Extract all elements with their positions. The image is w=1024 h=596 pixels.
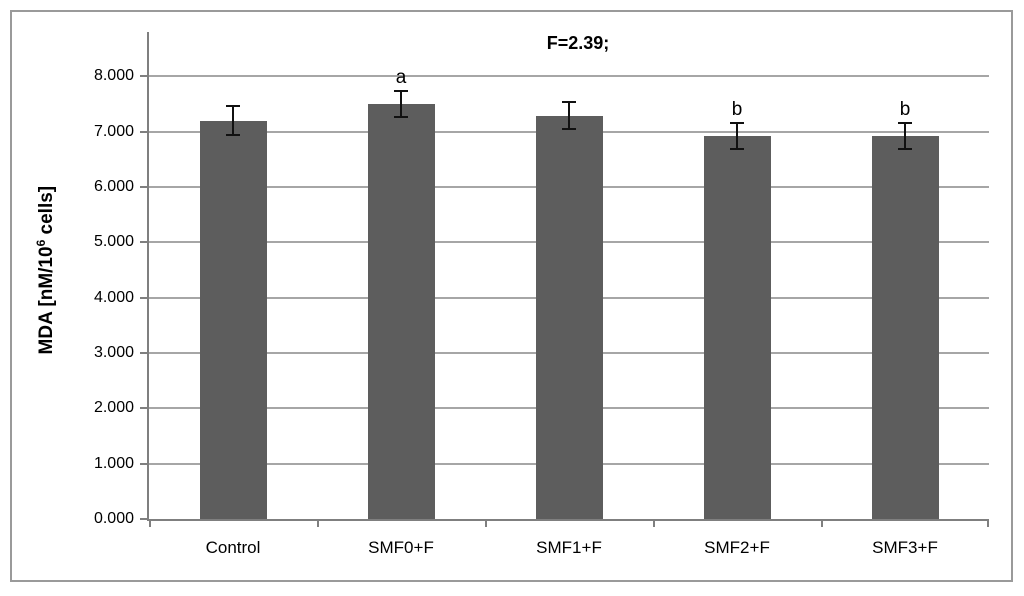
- y-axis-title: MDA [nM/106 cells]: [34, 140, 58, 400]
- y-axis-tick: [140, 351, 147, 354]
- x-axis-tick: [485, 521, 487, 527]
- y-tick-label: 6.000: [93, 177, 134, 195]
- y-tick-label: 2.000: [93, 399, 134, 417]
- error-bar-cap-top: [394, 89, 408, 92]
- y-axis-tick: [140, 185, 147, 188]
- error-bar-cap-top: [898, 122, 912, 125]
- y-axis-tick: [140, 241, 147, 244]
- y-axis-tick: [140, 296, 147, 299]
- x-axis-tick: [987, 521, 989, 527]
- chart-border: [10, 10, 1013, 582]
- y-tick-label: 5.000: [93, 233, 134, 251]
- error-bar-cap-bottom: [562, 127, 576, 130]
- significance-letter: a: [395, 66, 407, 88]
- error-bar-cap-bottom: [898, 147, 912, 150]
- y-axis-title-suffix: cells]: [36, 185, 58, 240]
- y-tick-label: 1.000: [93, 454, 134, 472]
- error-bar-cap-bottom: [394, 116, 408, 119]
- error-bar-line: [400, 90, 402, 118]
- y-tick-label: 8.000: [93, 67, 134, 85]
- x-category-label: SMF1+F: [536, 538, 602, 557]
- x-axis-tick: [317, 521, 319, 527]
- error-bar-line: [232, 105, 234, 136]
- y-axis-tick: [140, 462, 147, 465]
- x-category-label: SMF3+F: [872, 538, 938, 557]
- error-bar-line: [904, 123, 906, 149]
- chart-title: F=2.39;: [546, 33, 610, 53]
- significance-letter: b: [899, 99, 911, 121]
- error-bar-line: [568, 102, 570, 129]
- x-axis-tick: [149, 521, 151, 527]
- bar-smf3+f: [872, 136, 939, 519]
- x-axis-tick: [821, 521, 823, 527]
- bar-smf0+f: [368, 103, 435, 519]
- x-axis-tick: [653, 521, 655, 527]
- y-axis-title-text: MDA [nM/10: [36, 246, 58, 355]
- y-axis-tick: [140, 130, 147, 133]
- y-tick-label: 4.000: [93, 288, 134, 306]
- error-bar-cap-top: [730, 122, 744, 125]
- y-tick-label: 7.000: [93, 122, 134, 140]
- y-axis-tick: [140, 518, 147, 520]
- error-bar-cap-bottom: [226, 134, 240, 137]
- bar-smf2+f: [704, 136, 771, 519]
- y-axis-line: [147, 32, 149, 521]
- y-tick-label: 0.000: [93, 510, 134, 527]
- error-bar-cap-top: [226, 104, 240, 107]
- y-axis-tick: [140, 407, 147, 410]
- bar-control: [200, 120, 267, 519]
- x-axis-line: [147, 519, 989, 521]
- error-bar-line: [736, 123, 738, 149]
- bar-smf1+f: [536, 115, 603, 519]
- y-tick-label: 3.000: [93, 343, 134, 361]
- y-gridline: [149, 75, 989, 78]
- error-bar-cap-top: [562, 101, 576, 104]
- error-bar-cap-bottom: [730, 147, 744, 150]
- x-category-label: SMF0+F: [368, 538, 434, 557]
- y-axis-title-superscript: 6: [33, 239, 48, 247]
- x-category-label: SMF2+F: [704, 538, 770, 557]
- significance-letter: b: [731, 99, 743, 121]
- y-axis-tick: [140, 75, 147, 78]
- x-category-label: Control: [205, 538, 261, 557]
